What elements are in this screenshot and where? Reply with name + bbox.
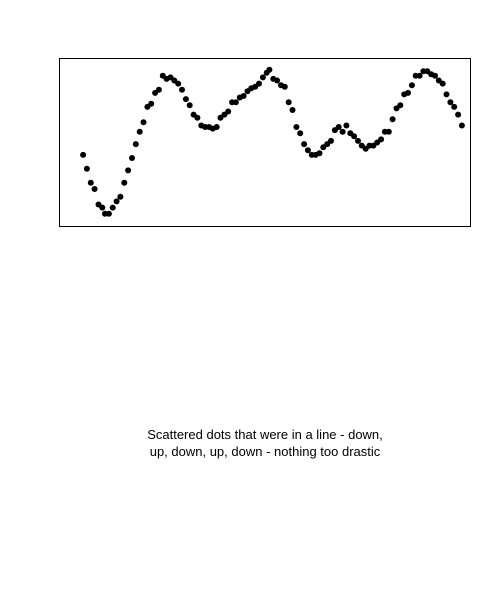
data-point-70 [343, 122, 350, 129]
data-point-54 [281, 83, 288, 90]
data-point-27 [179, 86, 185, 93]
scatter-chart [59, 58, 471, 227]
plot-frame [59, 58, 471, 227]
data-point-98 [451, 103, 458, 110]
data-point-79 [378, 136, 385, 143]
data-point-3 [87, 179, 94, 186]
data-point-1 [80, 151, 87, 158]
data-point-48 [259, 74, 266, 81]
data-point-4 [91, 186, 98, 192]
data-point-81 [385, 128, 392, 135]
data-point-86 [405, 89, 411, 96]
data-point-41 [232, 99, 239, 106]
data-points [80, 66, 465, 217]
data-point-68 [335, 124, 342, 130]
data-point-13 [125, 167, 132, 174]
data-point-6 [99, 204, 106, 211]
data-point-14 [129, 155, 135, 161]
data-point-72 [351, 133, 358, 140]
data-point-84 [397, 102, 404, 109]
data-point-2 [83, 165, 90, 172]
data-point-16 [136, 128, 143, 135]
caption-line-1: Scattered dots that were in a line - dow… [147, 427, 383, 442]
data-point-29 [186, 102, 193, 109]
data-point-21 [155, 86, 162, 93]
data-point-12 [121, 179, 128, 186]
data-point-97 [447, 99, 454, 106]
data-point-96 [443, 91, 450, 98]
data-point-100 [458, 122, 465, 129]
data-point-69 [339, 128, 346, 135]
data-point-50 [266, 66, 273, 73]
data-point-73 [355, 137, 361, 144]
data-point-11 [117, 193, 124, 200]
data-point-15 [132, 141, 139, 148]
caption: Scattered dots that were in a line - dow… [0, 426, 500, 460]
data-point-39 [225, 108, 232, 115]
data-point-47 [256, 80, 262, 87]
data-point-17 [140, 119, 147, 126]
data-point-59 [301, 141, 308, 148]
data-point-52 [274, 77, 281, 84]
data-point-99 [455, 111, 462, 118]
data-point-26 [175, 80, 182, 87]
data-point-63 [316, 150, 323, 157]
data-point-82 [389, 116, 396, 123]
data-point-9 [109, 204, 116, 211]
data-point-28 [182, 96, 189, 103]
data-point-95 [439, 80, 446, 87]
data-point-58 [297, 130, 304, 137]
caption-line-2: up, down, up, down - nothing too drastic [149, 444, 381, 459]
data-point-93 [432, 72, 438, 79]
data-point-8 [105, 210, 112, 217]
data-point-56 [289, 107, 296, 113]
data-point-36 [213, 124, 220, 130]
data-point-89 [416, 72, 423, 79]
data-point-57 [293, 124, 300, 130]
data-point-19 [148, 100, 155, 107]
data-point-55 [285, 99, 292, 106]
data-point-87 [408, 82, 415, 89]
data-point-60 [304, 147, 311, 154]
data-point-43 [240, 93, 247, 99]
data-point-10 [113, 198, 120, 205]
data-point-66 [328, 137, 334, 144]
data-point-31 [194, 114, 201, 121]
